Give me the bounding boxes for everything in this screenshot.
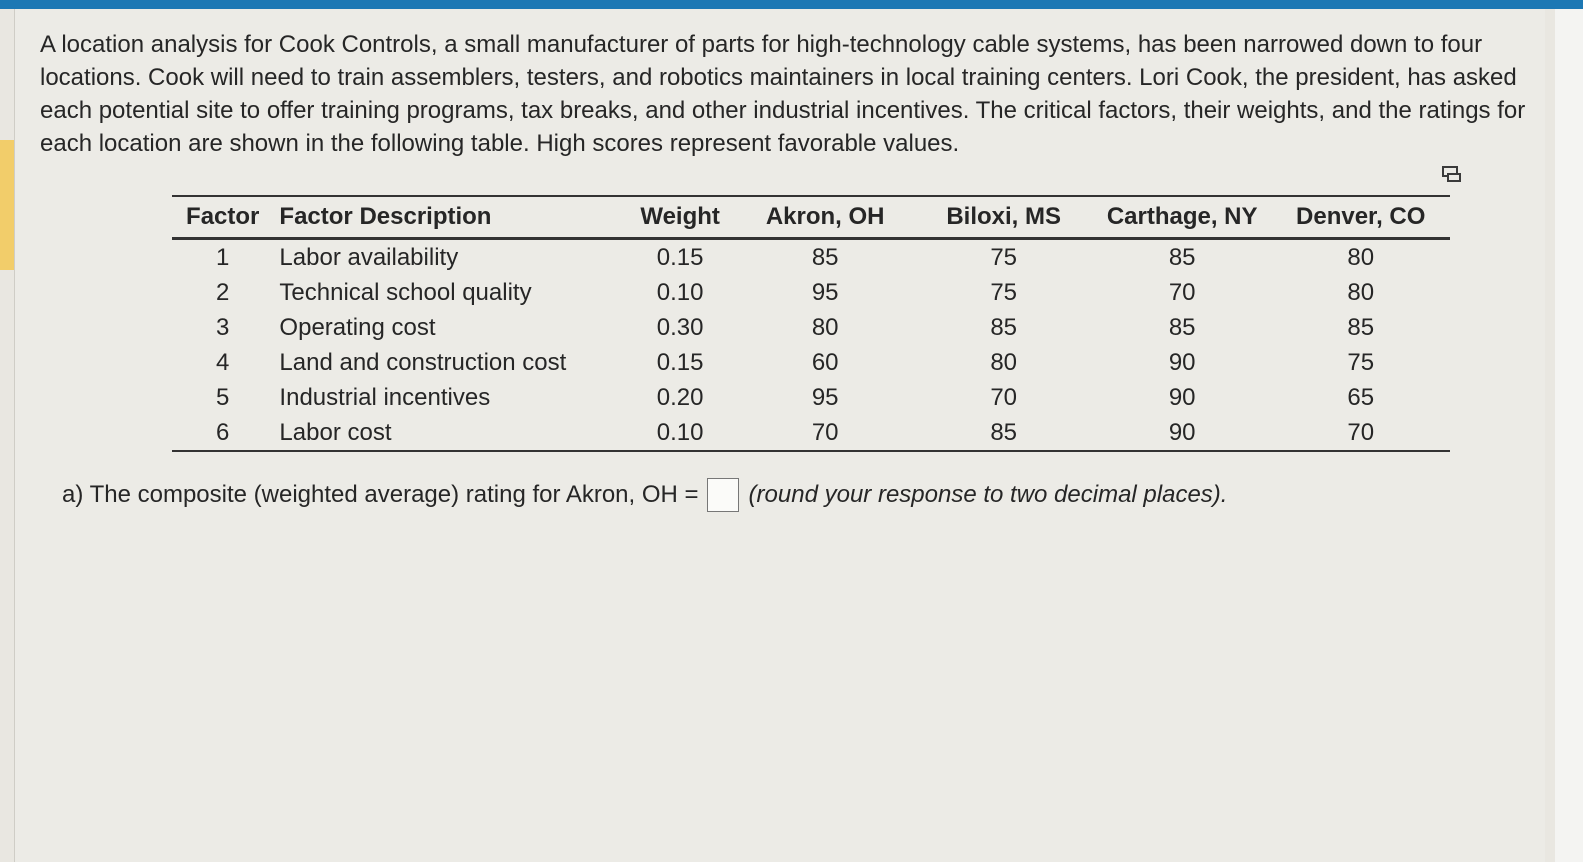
cell-weight: 0.15 bbox=[656, 348, 704, 376]
cell-akron: 95 bbox=[811, 278, 839, 306]
cell-biloxi: 85 bbox=[990, 418, 1018, 446]
cell-akron: 95 bbox=[811, 383, 839, 411]
cell-akron: 60 bbox=[811, 348, 839, 376]
location-ratings-table: Factor Factor Description Weight Akron, … bbox=[172, 195, 1450, 452]
cell-denver: 75 bbox=[1347, 348, 1375, 376]
cell-factor: 4 bbox=[216, 348, 230, 376]
cell-weight: 0.10 bbox=[656, 278, 704, 306]
header-carthage: Carthage, NY bbox=[1106, 203, 1258, 230]
cell-akron: 85 bbox=[811, 243, 839, 271]
question-prefix: a) The composite (weighted average) rati… bbox=[62, 481, 699, 508]
cell-denver: 85 bbox=[1347, 313, 1375, 341]
cell-carthage: 85 bbox=[1168, 243, 1196, 271]
cell-denver: 70 bbox=[1347, 418, 1375, 446]
content-panel bbox=[14, 9, 1545, 862]
rounding-note: (round your response to two decimal plac… bbox=[748, 481, 1228, 508]
cell-weight: 0.15 bbox=[656, 243, 704, 271]
cell-weight: 0.20 bbox=[656, 383, 704, 411]
cell-factor: 1 bbox=[216, 243, 230, 271]
header-denver: Denver, CO bbox=[1296, 203, 1426, 230]
cell-factor: 6 bbox=[216, 418, 230, 446]
cell-description: Land and construction cost bbox=[279, 348, 567, 376]
table-row: 3 Operating cost 0.30 80 85 85 85 bbox=[172, 310, 1450, 345]
cell-carthage: 90 bbox=[1168, 418, 1196, 446]
cell-denver: 80 bbox=[1347, 243, 1375, 271]
right-scroll-edge bbox=[1555, 9, 1583, 862]
expand-table-icon[interactable] bbox=[1442, 165, 1462, 183]
cell-carthage: 90 bbox=[1168, 383, 1196, 411]
table-header-row: Factor Factor Description Weight Akron, … bbox=[172, 196, 1450, 239]
question-a: a) The composite (weighted average) rati… bbox=[62, 478, 1227, 512]
cell-carthage: 90 bbox=[1168, 348, 1196, 376]
cell-description: Labor cost bbox=[279, 418, 392, 446]
table-row: 4 Land and construction cost 0.15 60 80 … bbox=[172, 345, 1450, 380]
cell-carthage: 70 bbox=[1168, 278, 1196, 306]
header-biloxi: Biloxi, MS bbox=[946, 203, 1062, 230]
table-row: 2 Technical school quality 0.10 95 75 70… bbox=[172, 275, 1450, 310]
cell-biloxi: 75 bbox=[990, 243, 1018, 271]
cell-biloxi: 85 bbox=[990, 313, 1018, 341]
answer-input[interactable] bbox=[706, 478, 739, 512]
cell-description: Industrial incentives bbox=[279, 383, 491, 411]
left-highlight-marker bbox=[0, 140, 14, 270]
cell-akron: 70 bbox=[811, 418, 839, 446]
cell-akron: 80 bbox=[811, 313, 839, 341]
problem-intro: A location analysis for Cook Controls, a… bbox=[40, 31, 1526, 157]
cell-denver: 80 bbox=[1347, 278, 1375, 306]
cell-description: Technical school quality bbox=[279, 278, 532, 306]
header-weight: Weight bbox=[640, 203, 720, 230]
cell-carthage: 85 bbox=[1168, 313, 1196, 341]
header-description: Factor Description bbox=[279, 203, 492, 230]
cell-factor: 2 bbox=[216, 278, 230, 306]
cell-biloxi: 70 bbox=[990, 383, 1018, 411]
cell-weight: 0.30 bbox=[656, 313, 704, 341]
table-row: 6 Labor cost 0.10 70 85 90 70 bbox=[172, 415, 1450, 451]
header-factor: Factor bbox=[186, 203, 260, 230]
cell-biloxi: 75 bbox=[990, 278, 1018, 306]
table-row: 5 Industrial incentives 0.20 95 70 90 65 bbox=[172, 380, 1450, 415]
cell-factor: 5 bbox=[216, 383, 230, 411]
top-accent-bar bbox=[0, 0, 1583, 9]
cell-biloxi: 80 bbox=[990, 348, 1018, 376]
cell-description: Operating cost bbox=[279, 313, 436, 341]
cell-weight: 0.10 bbox=[656, 418, 704, 446]
table-row: 1 Labor availability 0.15 85 75 85 80 bbox=[172, 239, 1450, 276]
cell-factor: 3 bbox=[216, 313, 230, 341]
cell-denver: 65 bbox=[1347, 383, 1375, 411]
header-akron: Akron, OH bbox=[765, 203, 885, 230]
cell-description: Labor availability bbox=[279, 243, 459, 271]
